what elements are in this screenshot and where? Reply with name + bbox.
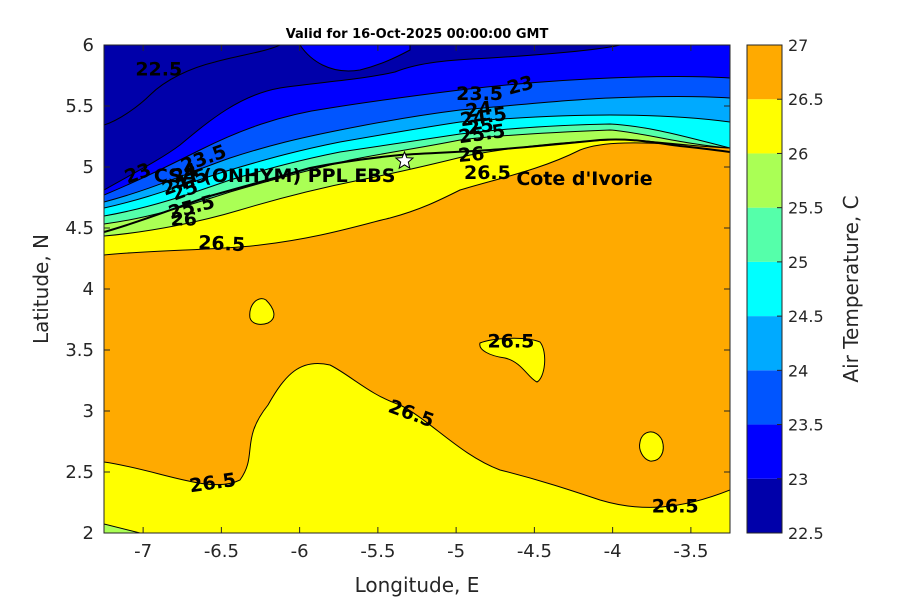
colorbar-tick-label: 23 (788, 470, 808, 489)
blob-3 (639, 431, 664, 462)
x-tick-label: -6.5 (204, 541, 239, 562)
y-tick-label: 5 (83, 157, 94, 178)
colorbar: 22.5 23 23.5 24 24.5 25 25.5 26 26.5 27 (747, 36, 824, 543)
y-tick-label: 2.5 (65, 462, 94, 483)
y-axis-ticks: 22.533.544.555.56 (65, 35, 730, 544)
x-axis-ticks: -7 -6.5 -6 -5.5 -5 -4.5 -4 -3.5 (134, 45, 708, 562)
colorbar-tick-label: 24 (788, 361, 808, 380)
y-tick-label: 4 (83, 279, 94, 300)
colorbar-swatch (747, 45, 782, 100)
colorbar-tick-label: 22.5 (788, 524, 824, 543)
colorbar-frame (746, 44, 783, 534)
contour-label: 24 (464, 97, 493, 122)
coastline (104, 138, 730, 233)
colorbar-label: Air Temperature, C (839, 195, 863, 382)
x-tick-label: -4.5 (517, 541, 552, 562)
plot-area (104, 45, 730, 533)
x-tick-label: -5.5 (360, 541, 395, 562)
colorbar-swatch (747, 207, 782, 262)
y-tick-label: 2 (83, 523, 94, 544)
region-22.5-23-inner (104, 45, 281, 126)
contour-label: 22.5 (135, 59, 182, 81)
x-tick-label: -7 (134, 541, 152, 562)
y-tick-label: 4.5 (65, 218, 94, 239)
sw-corner (104, 523, 141, 533)
region-label: Cote d'Ivorie (516, 168, 652, 190)
x-tick-label: -5 (447, 541, 465, 562)
colorbar-tick-label: 25 (788, 253, 808, 272)
colorbar-swatch (747, 261, 782, 317)
colorbar-tick-label: 24.5 (788, 307, 824, 326)
region-26-26.5-south (104, 363, 730, 533)
x-tick-label: -6 (291, 541, 309, 562)
colorbar-swatch (747, 316, 782, 371)
site-markers: CSA (ONHYM) PPL EBS Cote d'Ivorie (154, 150, 653, 190)
colorbar-swatch (747, 99, 782, 154)
region-23-north-lobe (299, 45, 411, 72)
colorbar-swatch (747, 478, 782, 533)
y-tick-label: 3 (83, 401, 94, 422)
y-tick-label: 3.5 (65, 340, 94, 361)
colorbar-tick-label: 23.5 (788, 416, 824, 435)
contour-label: 26.5 (652, 495, 699, 517)
blob-2 (479, 337, 546, 383)
region-22.5-23 (104, 45, 621, 191)
blob-1 (249, 298, 275, 325)
colorbar-swatch (747, 153, 782, 208)
site-label: CSA (ONHYM) PPL EBS (154, 165, 396, 187)
contour-label: 25 (466, 114, 495, 139)
contour-label: 23.5 (456, 83, 503, 105)
x-axis-label: Longitude, E (355, 573, 480, 597)
contour-label: 26.5 (464, 162, 511, 184)
colorbar-swatch (747, 424, 782, 479)
contour-label: 26.5 (487, 331, 534, 353)
x-tick-label: -4 (604, 541, 622, 562)
colorbar-tick-label: 26 (788, 144, 808, 163)
contour-label: 26 (171, 209, 197, 231)
colorbar-swatch (747, 370, 782, 425)
y-axis-label: Latitude, N (29, 234, 53, 344)
contour-label: 26.5 (198, 232, 246, 256)
x-tick-label: -3.5 (673, 541, 708, 562)
contour-label: 26 (457, 143, 485, 167)
colorbar-tick-label: 27 (788, 36, 808, 55)
chart-title: Valid for 16-Oct-2025 00:00:00 GMT (286, 27, 549, 42)
y-tick-label: 6 (83, 35, 94, 56)
colorbar-tick-label: 26.5 (788, 90, 824, 109)
star-icon (394, 150, 415, 170)
colorbar-tick-label: 25.5 (788, 199, 824, 218)
y-tick-label: 5.5 (65, 96, 94, 117)
